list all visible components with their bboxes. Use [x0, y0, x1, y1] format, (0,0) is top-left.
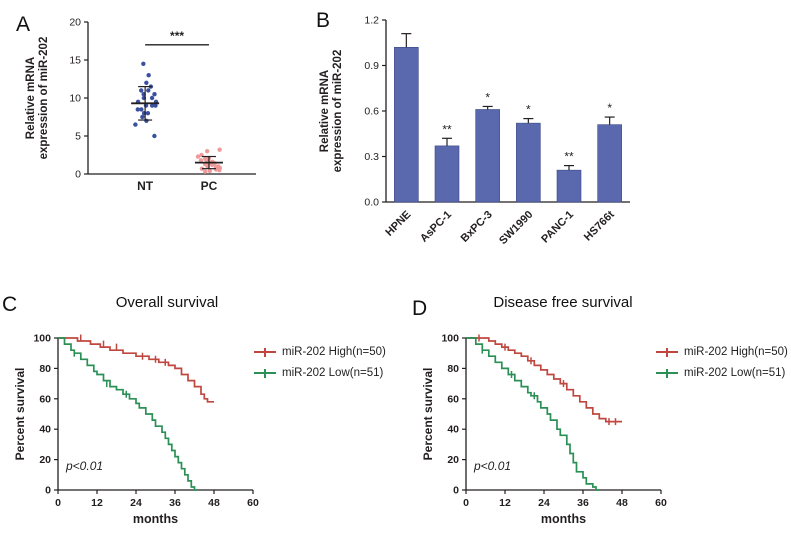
panel-a: A 0 5 10 15 20 Relative mRNA expression of miR… — [8, 6, 290, 224]
legend-item-low: miR-202 Low(n=51) — [254, 367, 386, 379]
svg-text:100: 100 — [441, 333, 459, 345]
panel-b: B 0.0 0.3 0.6 0.9 1.2 Relative mRNA expression… — [298, 4, 638, 282]
panel-d-survival-chart: 0 20 40 60 80 100 0 12 24 36 48 60 Percent survival m… — [421, 333, 667, 527]
svg-text:24: 24 — [538, 497, 550, 509]
legend-label-low: miR-202 Low(n=51) — [684, 367, 786, 379]
svg-text:Percent survival: Percent survival — [421, 368, 435, 461]
svg-text:expression of miR-202: expression of miR-202 — [332, 50, 344, 173]
svg-text:5: 5 — [75, 131, 81, 143]
panel-b-label: B — [316, 9, 331, 32]
svg-text:12: 12 — [91, 497, 103, 509]
panel-d-legend: miR-202 High(n=50) miR-202 Low(n=51) — [656, 346, 788, 379]
legend-item-high: miR-202 High(n=50) — [656, 346, 788, 358]
svg-text:PANC-1: PANC-1 — [539, 209, 576, 246]
legend-label-high: miR-202 High(n=50) — [684, 346, 788, 358]
svg-text:20: 20 — [447, 454, 459, 466]
svg-text:months: months — [133, 512, 178, 526]
panel-d-title: Disease free survival — [493, 294, 633, 311]
svg-text:HPNE: HPNE — [383, 209, 413, 239]
km-high-line-icon — [254, 347, 276, 358]
panel-c-label: C — [2, 293, 18, 316]
km-low-line-icon — [656, 368, 678, 379]
svg-text:36: 36 — [577, 497, 589, 509]
svg-text:*: * — [526, 103, 531, 117]
panel-c-survival-chart: 0 20 40 60 80 100 0 12 24 36 48 60 Percent survival m… — [13, 333, 259, 527]
svg-text:0: 0 — [453, 485, 459, 497]
svg-text:12: 12 — [499, 497, 511, 509]
svg-text:80: 80 — [39, 363, 51, 375]
svg-text:20: 20 — [69, 17, 81, 29]
svg-text:20: 20 — [39, 454, 51, 466]
svg-text:100: 100 — [33, 333, 51, 345]
svg-text:expression of miR-202: expression of miR-202 — [38, 37, 50, 160]
svg-text:p<0.01: p<0.01 — [473, 459, 511, 473]
svg-text:60: 60 — [447, 393, 459, 405]
svg-text:10: 10 — [69, 93, 81, 105]
svg-text:NT: NT — [137, 179, 154, 193]
svg-text:BxPC-3: BxPC-3 — [459, 209, 495, 245]
svg-text:1.2: 1.2 — [364, 15, 379, 27]
svg-text:0: 0 — [55, 497, 61, 509]
svg-text:48: 48 — [208, 497, 220, 509]
svg-text:0.3: 0.3 — [364, 151, 379, 163]
svg-text:0: 0 — [463, 497, 469, 509]
svg-text:15: 15 — [69, 55, 81, 67]
svg-text:60: 60 — [655, 497, 667, 509]
svg-text:**: ** — [564, 150, 574, 164]
km-high-line-icon — [656, 347, 678, 358]
panel-c-title: Overall survival — [115, 294, 219, 311]
svg-text:*: * — [607, 101, 612, 115]
svg-text:SW1990: SW1990 — [497, 209, 535, 247]
svg-text:HS766t: HS766t — [582, 208, 617, 243]
svg-text:*: * — [485, 90, 490, 104]
svg-text:Percent survival: Percent survival — [13, 368, 27, 461]
svg-text:0.0: 0.0 — [364, 197, 379, 209]
panel-d: D Disease free survival 0 20 40 60 80 100 0 12 2… — [398, 288, 790, 548]
legend-item-high: miR-202 High(n=50) — [254, 346, 386, 358]
panel-c-legend: miR-202 High(n=50) miR-202 Low(n=51) — [254, 346, 386, 379]
svg-text:PC: PC — [201, 179, 218, 193]
svg-text:60: 60 — [247, 497, 259, 509]
legend-item-low: miR-202 Low(n=51) — [656, 367, 788, 379]
svg-text:***: *** — [170, 29, 184, 43]
legend-label-low: miR-202 Low(n=51) — [282, 367, 384, 379]
panel-c: C Overall survival 0 20 40 60 80 100 0 12 24 36 48… — [2, 288, 396, 548]
svg-text:24: 24 — [130, 497, 142, 509]
legend-label-high: miR-202 High(n=50) — [282, 346, 386, 358]
svg-text:months: months — [541, 512, 586, 526]
svg-text:36: 36 — [169, 497, 181, 509]
svg-text:p<0.01: p<0.01 — [65, 459, 103, 473]
svg-text:48: 48 — [616, 497, 628, 509]
svg-text:Relative mRNA: Relative mRNA — [319, 70, 331, 152]
svg-text:0.6: 0.6 — [364, 106, 379, 118]
svg-text:40: 40 — [39, 424, 51, 436]
svg-text:**: ** — [442, 122, 452, 136]
panel-a-scatter-chart: 0 5 10 15 20 Relative mRNA expression of miR-2… — [25, 17, 256, 193]
svg-text:AsPC-1: AsPC-1 — [418, 209, 454, 245]
km-low-line-icon — [254, 368, 276, 379]
panel-a-label: A — [16, 13, 31, 36]
svg-text:60: 60 — [39, 393, 51, 405]
svg-text:80: 80 — [447, 363, 459, 375]
panel-b-bar-chart: 0.0 0.3 0.6 0.9 1.2 Relative mRNA expression o… — [319, 15, 630, 247]
svg-text:0: 0 — [75, 169, 81, 181]
svg-text:0: 0 — [45, 485, 51, 497]
panel-d-label: D — [412, 297, 428, 320]
svg-text:40: 40 — [447, 424, 459, 436]
svg-text:0.9: 0.9 — [364, 60, 379, 72]
svg-text:Relative mRNA: Relative mRNA — [25, 57, 37, 139]
